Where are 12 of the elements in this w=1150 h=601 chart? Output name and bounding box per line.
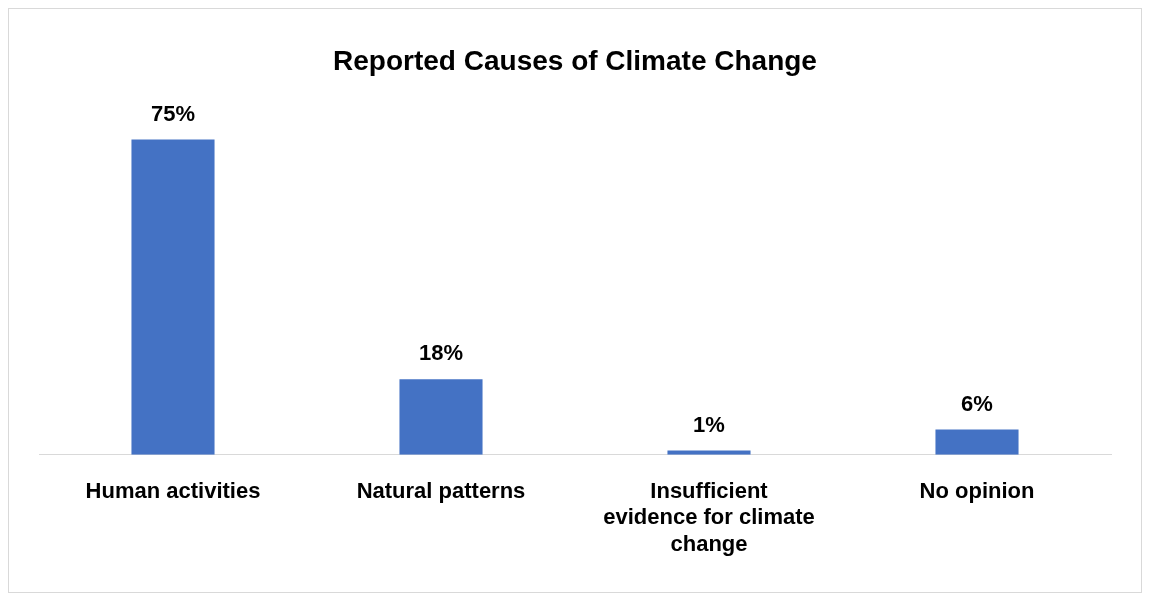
bar (935, 429, 1019, 455)
x-tick-label: Insufficient evidence for climate change (603, 478, 815, 556)
data-label: 1% (693, 411, 725, 437)
bar (399, 379, 483, 455)
x-tick-label: No opinion (919, 478, 1035, 504)
bar (131, 139, 215, 455)
data-label: 75% (150, 100, 196, 126)
x-tick-label: Natural patterns (356, 478, 526, 504)
data-label: 18% (418, 340, 464, 366)
x-tick-label: Human activities (85, 478, 261, 504)
chart-title: Reported Causes of Climate Change (333, 44, 817, 76)
data-label: 6% (961, 390, 993, 416)
